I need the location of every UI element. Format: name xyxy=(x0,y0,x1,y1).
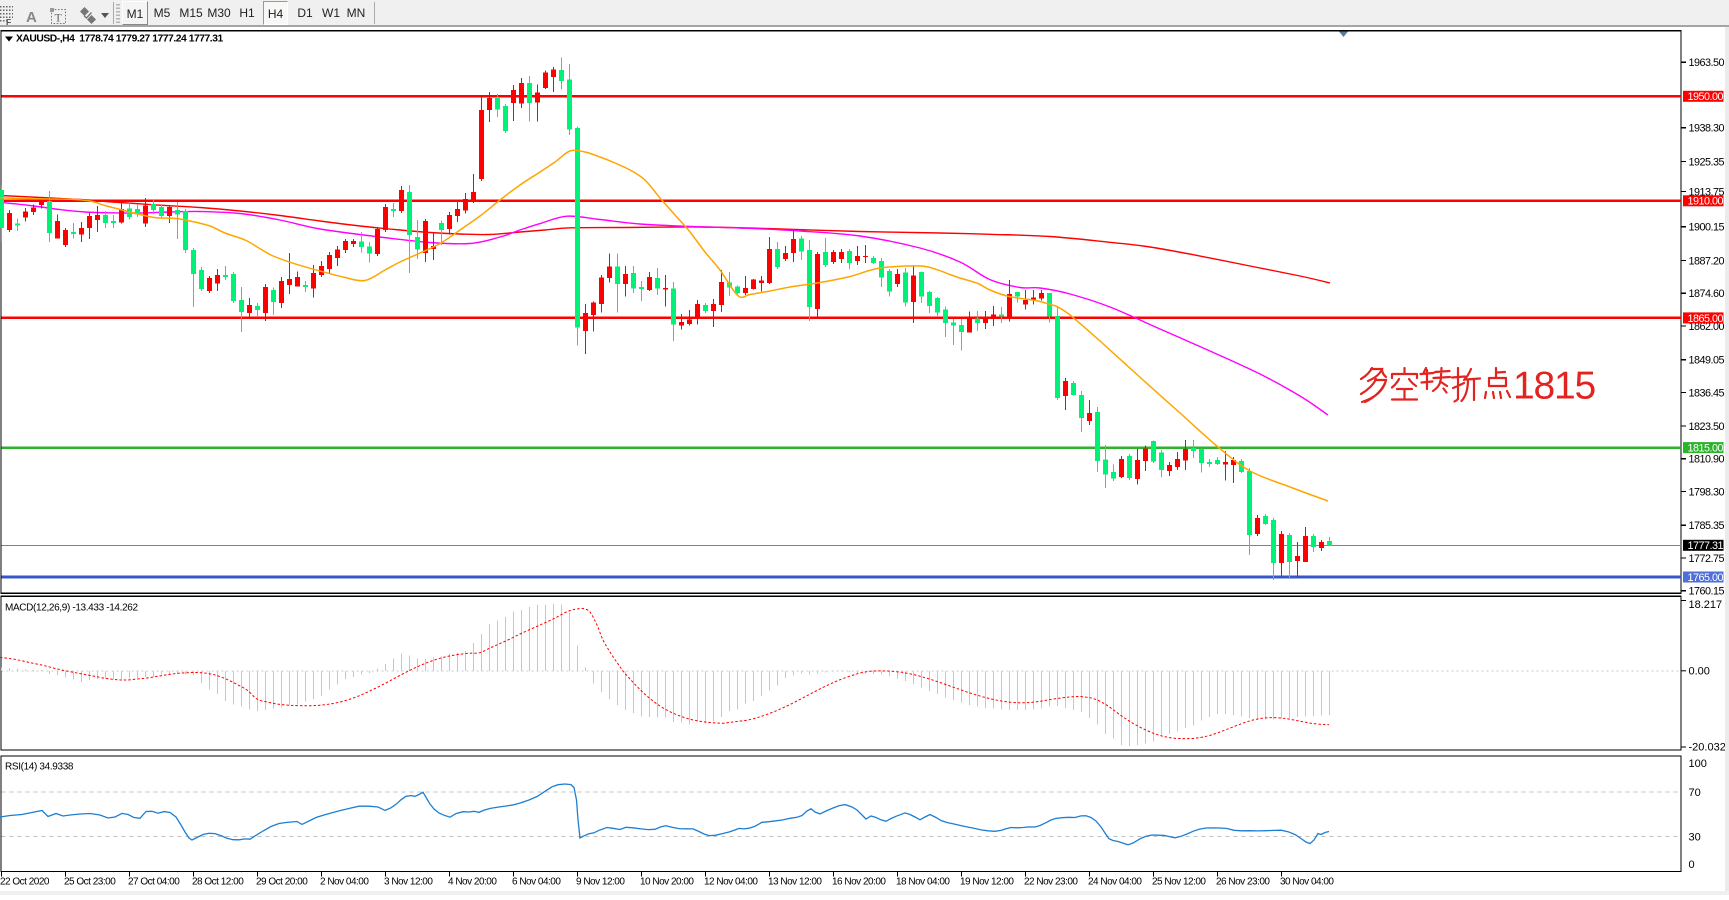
svg-text:1772.75: 1772.75 xyxy=(1689,553,1725,565)
svg-text:100: 100 xyxy=(1689,758,1707,770)
svg-text:1823.50: 1823.50 xyxy=(1689,421,1725,433)
svg-text:22 Nov 23:00: 22 Nov 23:00 xyxy=(1024,877,1078,888)
svg-text:25 Oct 23:00: 25 Oct 23:00 xyxy=(64,877,116,888)
svg-text:1798.30: 1798.30 xyxy=(1689,487,1725,499)
svg-text:3 Nov 12:00: 3 Nov 12:00 xyxy=(384,877,433,888)
svg-text:0.00: 0.00 xyxy=(1689,666,1710,678)
svg-text:1815.00: 1815.00 xyxy=(1688,443,1724,455)
svg-text:-20.032: -20.032 xyxy=(1689,742,1726,754)
svg-text:1925.35: 1925.35 xyxy=(1689,156,1725,168)
svg-text:1910.00: 1910.00 xyxy=(1688,196,1724,208)
svg-text:13 Nov 12:00: 13 Nov 12:00 xyxy=(768,877,822,888)
svg-text:9 Nov 12:00: 9 Nov 12:00 xyxy=(576,877,625,888)
svg-text:26 Nov 23:00: 26 Nov 23:00 xyxy=(1216,877,1270,888)
svg-text:1963.50: 1963.50 xyxy=(1689,57,1725,69)
svg-text:1810.90: 1810.90 xyxy=(1689,454,1725,466)
svg-text:1862.00: 1862.00 xyxy=(1689,321,1725,333)
svg-text:1865.00: 1865.00 xyxy=(1688,313,1724,325)
svg-text:25 Nov 12:00: 25 Nov 12:00 xyxy=(1152,877,1206,888)
svg-text:1950.00: 1950.00 xyxy=(1688,91,1724,103)
svg-text:RSI(14) 34.9338: RSI(14) 34.9338 xyxy=(5,762,74,773)
svg-text:1760.15: 1760.15 xyxy=(1689,586,1725,598)
svg-text:MACD(12,26,9) -13.433 -14.262: MACD(12,26,9) -13.433 -14.262 xyxy=(5,603,138,614)
svg-text:1836.45: 1836.45 xyxy=(1689,387,1725,399)
svg-text:6 Nov 04:00: 6 Nov 04:00 xyxy=(512,877,561,888)
svg-text:1900.15: 1900.15 xyxy=(1689,222,1725,234)
svg-text:70: 70 xyxy=(1689,787,1701,799)
svg-text:0: 0 xyxy=(1689,859,1695,871)
svg-text:1785.35: 1785.35 xyxy=(1689,520,1725,532)
svg-text:18 Nov 04:00: 18 Nov 04:00 xyxy=(896,877,950,888)
svg-text:1777.31: 1777.31 xyxy=(1688,540,1724,552)
svg-text:XAUUSD-,H4 1778.74 1779.27 17: XAUUSD-,H4 1778.74 1779.27 1777.24 1777.… xyxy=(16,34,223,45)
svg-text:27 Oct 04:00: 27 Oct 04:00 xyxy=(128,877,180,888)
svg-text:1887.20: 1887.20 xyxy=(1689,255,1725,267)
svg-text:1849.05: 1849.05 xyxy=(1689,355,1725,367)
svg-text:22 Oct 2020: 22 Oct 2020 xyxy=(0,877,50,888)
svg-text:4 Nov 20:00: 4 Nov 20:00 xyxy=(448,877,497,888)
svg-text:29 Oct 20:00: 29 Oct 20:00 xyxy=(256,877,308,888)
svg-text:12 Nov 04:00: 12 Nov 04:00 xyxy=(704,877,758,888)
svg-text:30 Nov 04:00: 30 Nov 04:00 xyxy=(1280,877,1334,888)
svg-text:16 Nov 20:00: 16 Nov 20:00 xyxy=(832,877,886,888)
svg-text:19 Nov 12:00: 19 Nov 12:00 xyxy=(960,877,1014,888)
svg-text:30: 30 xyxy=(1689,831,1701,843)
svg-text:1765.00: 1765.00 xyxy=(1688,572,1724,584)
svg-text:1815: 1815 xyxy=(1513,365,1595,408)
svg-text:F: F xyxy=(6,17,11,26)
svg-text:1938.30: 1938.30 xyxy=(1689,123,1725,135)
svg-text:T: T xyxy=(55,10,63,24)
svg-text:2 Nov 04:00: 2 Nov 04:00 xyxy=(320,877,369,888)
svg-text:28 Oct 12:00: 28 Oct 12:00 xyxy=(192,877,244,888)
svg-text:24 Nov 04:00: 24 Nov 04:00 xyxy=(1088,877,1142,888)
svg-text:10 Nov 20:00: 10 Nov 20:00 xyxy=(640,877,694,888)
svg-text:18.217: 18.217 xyxy=(1689,599,1723,611)
svg-text:1874.60: 1874.60 xyxy=(1689,288,1725,300)
